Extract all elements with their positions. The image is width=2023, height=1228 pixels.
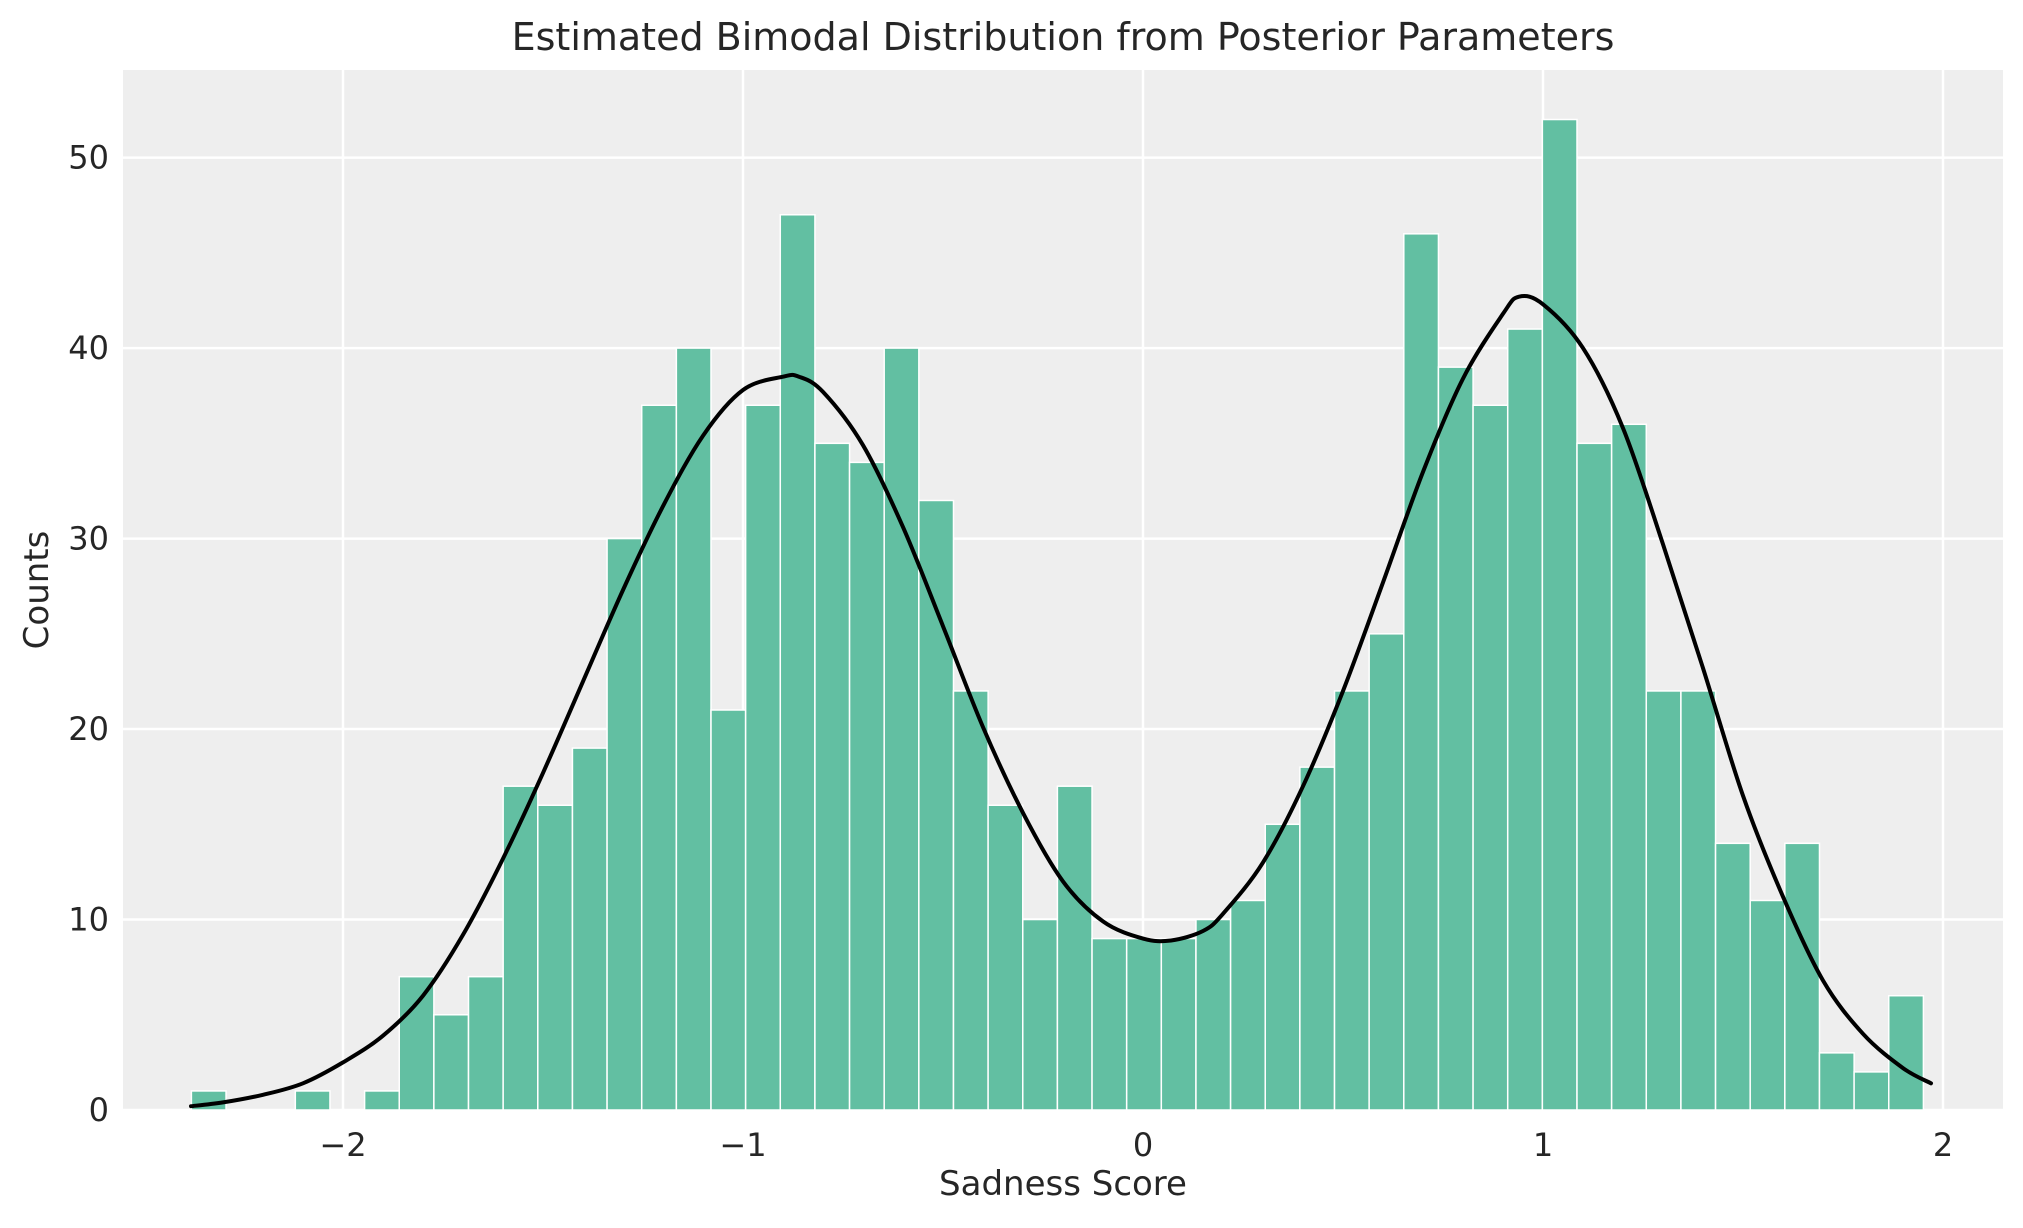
histogram-bar — [1749, 899, 1786, 1111]
x-tick-label: 2 — [1933, 1126, 1953, 1164]
histogram-bar — [606, 537, 643, 1111]
histogram-bar — [1680, 690, 1717, 1111]
histogram-bar — [744, 404, 782, 1111]
histogram-bar — [467, 975, 504, 1111]
histogram-bar — [1229, 899, 1266, 1111]
histogram-bar — [1714, 842, 1751, 1111]
histogram-bar — [294, 1090, 331, 1111]
x-tick-label: −2 — [319, 1126, 366, 1164]
y-tick-label: 30 — [68, 520, 109, 558]
histogram-bar — [1472, 404, 1509, 1111]
histogram-bar — [1056, 785, 1093, 1111]
histogram-bar — [779, 214, 816, 1111]
y-axis-ticks: 0 10 20 30 40 50 — [68, 139, 109, 1129]
histogram-bar — [952, 690, 989, 1111]
x-axis-label: Sadness Score — [939, 1164, 1187, 1204]
histogram-bar — [502, 785, 539, 1111]
y-tick-label: 20 — [68, 710, 109, 748]
histogram-bar — [1818, 1052, 1855, 1111]
y-axis-label: Counts — [17, 531, 57, 650]
histogram-bar — [571, 747, 608, 1111]
histogram-bar — [883, 347, 920, 1111]
x-axis-ticks: −2 −1 0 1 2 — [319, 1126, 1953, 1164]
histogram-bar — [1888, 994, 1925, 1111]
y-tick-label: 50 — [68, 139, 109, 177]
histogram-bar — [710, 709, 747, 1111]
histogram-bar — [1645, 690, 1682, 1111]
chart-title: Estimated Bimodal Distribution from Post… — [512, 15, 1615, 59]
histogram-bar — [1541, 118, 1578, 1111]
x-tick-label: −1 — [719, 1126, 766, 1164]
histogram-bar — [1403, 233, 1440, 1111]
histogram-bar — [398, 975, 435, 1111]
histogram-bar — [1437, 366, 1474, 1111]
histogram-bar — [1299, 766, 1336, 1111]
histogram-bar — [1333, 690, 1370, 1111]
histogram-bar — [1853, 1071, 1890, 1111]
x-tick-label: 0 — [1133, 1126, 1153, 1164]
histogram-bar — [1610, 423, 1648, 1111]
histogram-bar — [1576, 442, 1613, 1111]
histogram-bar — [1368, 633, 1405, 1111]
histogram-bar — [1195, 918, 1232, 1111]
histogram-bar — [675, 347, 712, 1111]
histogram-bar — [433, 1014, 470, 1111]
y-tick-label: 10 — [68, 901, 109, 939]
histogram-bar — [1160, 937, 1197, 1111]
histogram-bar — [640, 404, 678, 1111]
histogram-bar — [918, 499, 955, 1111]
histogram-bar — [537, 804, 574, 1111]
histogram-bar — [987, 804, 1024, 1111]
histogram-bars — [190, 118, 1925, 1111]
x-tick-label: 1 — [1533, 1126, 1553, 1164]
histogram-bar — [1784, 842, 1821, 1111]
histogram-bar — [1022, 918, 1059, 1111]
y-tick-label: 0 — [89, 1091, 109, 1129]
density-curve — [189, 294, 1933, 1109]
histogram-bar — [1264, 823, 1301, 1111]
histogram-bar — [814, 442, 851, 1111]
y-tick-label: 40 — [68, 329, 109, 367]
histogram-bar — [848, 461, 885, 1111]
histogram-bar — [1091, 937, 1128, 1111]
histogram-bar — [1506, 328, 1544, 1111]
density-curve-group — [189, 294, 1933, 1109]
histogram-bar — [363, 1090, 400, 1111]
histogram-bar — [1125, 937, 1163, 1111]
